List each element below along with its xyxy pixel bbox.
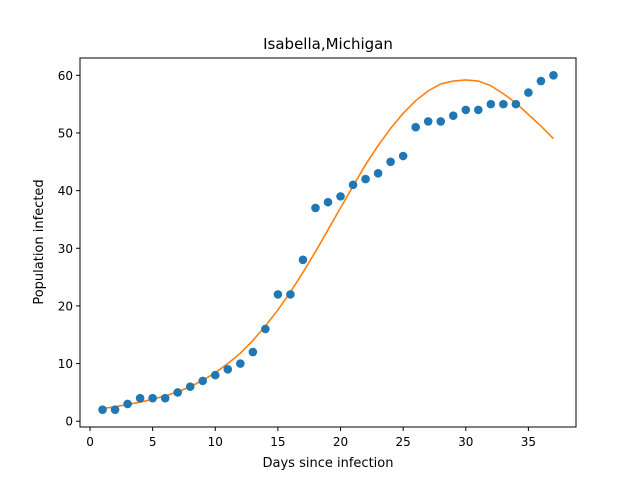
data-point	[210, 370, 220, 380]
data-point	[524, 88, 533, 97]
data-point	[198, 376, 208, 386]
data-point	[348, 180, 358, 190]
data-point	[486, 99, 496, 109]
data-point	[148, 393, 157, 403]
data-point	[336, 192, 345, 201]
y-tick-label: 50	[58, 126, 73, 140]
data-point	[536, 76, 546, 86]
data-point	[511, 99, 521, 109]
x-tick-label: 20	[333, 435, 348, 449]
data-point	[273, 290, 283, 299]
data-point	[160, 393, 170, 403]
data-point	[398, 151, 408, 161]
y-axis-label: Population infected	[32, 179, 47, 304]
data-point	[223, 365, 233, 374]
data-point	[499, 99, 508, 109]
data-point	[286, 290, 295, 299]
data-point	[236, 359, 245, 368]
data-point	[474, 105, 483, 115]
x-tick-label: 30	[458, 435, 473, 449]
axes-frame	[79, 57, 577, 428]
x-tick-label: 35	[521, 435, 536, 449]
data-point	[110, 405, 120, 415]
y-tick-label: 60	[58, 69, 73, 83]
plot-area	[98, 71, 558, 415]
data-point	[436, 117, 446, 126]
x-tick-label: 0	[86, 435, 94, 449]
data-point	[373, 169, 383, 178]
y-tick-label: 30	[58, 242, 73, 256]
data-point	[323, 197, 333, 207]
x-axis: 0 5 10 15 20 25 30 35	[86, 427, 536, 449]
data-point	[311, 203, 320, 213]
data-point	[461, 105, 471, 115]
x-tick-label: 25	[396, 435, 411, 449]
data-point	[185, 382, 195, 391]
chart-title: Isabella,Michigan	[263, 35, 393, 53]
data-point	[248, 347, 258, 357]
data-point	[98, 405, 107, 415]
data-point	[361, 174, 370, 184]
x-tick-label: 10	[208, 435, 223, 449]
data-point	[423, 117, 433, 126]
data-point	[386, 157, 395, 167]
y-axis: 0 10 20 30 40 50 60	[58, 69, 80, 429]
y-tick-label: 40	[58, 184, 73, 198]
data-point	[261, 324, 270, 334]
x-axis-label: Days since infection	[263, 456, 394, 471]
data-point	[135, 393, 145, 403]
y-tick-label: 20	[58, 299, 73, 313]
data-point	[298, 255, 308, 265]
data-point	[411, 122, 420, 132]
data-point	[173, 388, 182, 397]
y-tick-label: 0	[65, 415, 73, 429]
y-tick-label: 10	[58, 357, 73, 371]
data-point	[549, 71, 558, 80]
data-point	[123, 399, 132, 409]
x-tick-label: 15	[270, 435, 285, 449]
x-tick-label: 5	[149, 435, 157, 449]
data-point	[448, 111, 458, 120]
